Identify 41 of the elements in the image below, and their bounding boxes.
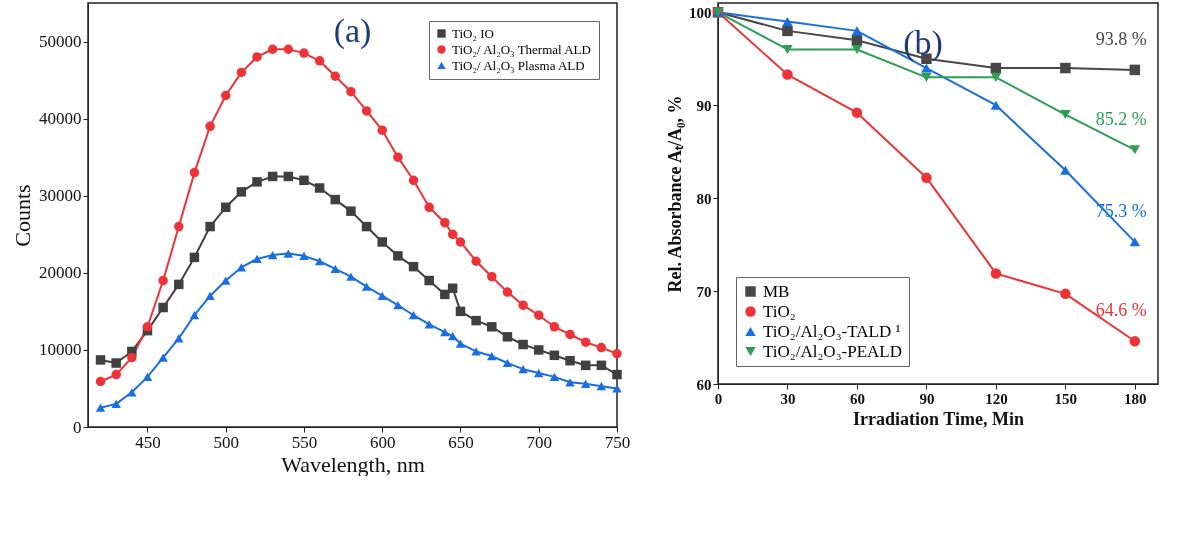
data-label: 93.8 %	[1095, 28, 1147, 49]
y-tick-label: 30000	[39, 186, 82, 206]
y-tick-label: 80	[696, 190, 712, 207]
y-axis-title: Counts	[10, 184, 35, 247]
data-label: 85.2 %	[1095, 108, 1147, 129]
y-axis-title: Rel. Absorbance Aₜ/A₀, %	[665, 95, 685, 293]
x-axis-title: Wavelength, nm	[281, 451, 425, 477]
x-tick-label: 600	[369, 432, 396, 452]
y-tick-label: 40000	[39, 109, 82, 129]
x-tick-label: 30	[780, 390, 796, 407]
x-tick-label: 500	[213, 432, 239, 452]
legend-label: MB	[763, 281, 790, 301]
y-tick-label: 60	[696, 376, 712, 393]
x-tick-label: 450	[135, 432, 161, 452]
x-tick-label: 60	[849, 390, 865, 407]
y-tick-label: 70	[696, 283, 712, 300]
y-tick-label: 0	[73, 417, 82, 437]
x-tick-label: 0	[714, 390, 723, 407]
x-tick-label: 750	[604, 432, 631, 452]
y-tick-label: 50000	[39, 32, 82, 52]
legend-label: TiO₂/Al₂O₃-PEALD	[763, 341, 903, 361]
data-label: 64.6 %	[1095, 300, 1147, 321]
x-tick-label: 180	[1124, 390, 1147, 407]
x-axis-title: Irradiation Time, Min	[853, 408, 1024, 429]
legend-label: TiO₂/ Al₂O₃ Thermal ALD	[452, 41, 591, 57]
text: (b)	[903, 24, 943, 62]
y-tick-label: 10000	[39, 340, 82, 360]
legend-label: TiO₂/ Al₂O₃ Plasma ALD	[452, 57, 585, 73]
x-tick-label: 120	[985, 390, 1008, 407]
x-tick-label: 550	[291, 432, 318, 452]
legend-label: TiO₂/Al₂O₃-TALD ¹	[763, 321, 901, 341]
x-tick-label: 700	[526, 432, 552, 452]
y-tick-label: 20000	[39, 263, 82, 283]
y-tick-label: 90	[696, 97, 712, 114]
legend-label: TiO₂	[763, 301, 796, 321]
x-tick-label: 90	[919, 390, 935, 407]
x-tick-label: 650	[448, 432, 474, 452]
chart-title: (a)	[333, 12, 372, 50]
x-tick-label: 150	[1054, 390, 1078, 407]
legend-label: TiO₂ IO	[452, 25, 494, 41]
y-tick-label: 100	[689, 4, 712, 21]
